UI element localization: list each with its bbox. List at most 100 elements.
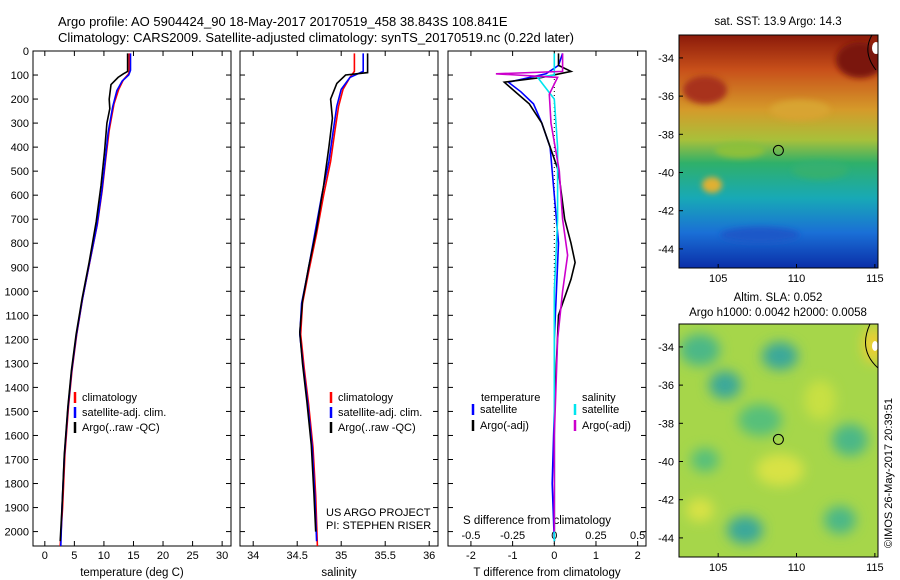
depth-tick-label: 400 <box>11 142 29 154</box>
map-x-tick-label: 115 <box>866 273 884 285</box>
x-tick-label: 25 <box>186 550 198 562</box>
x-tick-label: 35 <box>335 550 347 562</box>
map-y-tick-label: -40 <box>658 457 674 469</box>
legend-label: climatology <box>82 392 138 404</box>
depth-tick-label: 200 <box>11 94 29 106</box>
legend-title-salinity: salinity <box>582 392 616 404</box>
map-x-tick-label: 110 <box>788 562 806 574</box>
s-tick-label: -0.5 <box>461 530 480 542</box>
map-y-tick-label: -38 <box>658 418 674 430</box>
depth-tick-label: 1000 <box>5 286 29 298</box>
salinity-panel: 34 34.5 35 35.5 36 salinity climatology satelli… <box>239 50 439 579</box>
legend-title-temperature: temperature <box>481 392 540 404</box>
x-axis-label: T difference from climatology <box>473 567 620 579</box>
depth-tick-label: 600 <box>11 190 29 202</box>
depth-tick-label: 500 <box>11 166 29 178</box>
x-tick-label: 15 <box>127 550 139 562</box>
temperature-panel: 0100200300400500600700800900100011001200… <box>5 46 232 579</box>
depth-tick-label: 300 <box>11 118 29 130</box>
x-tick-label: 10 <box>98 550 110 562</box>
sla-map <box>678 323 879 558</box>
depth-tick-label: 1400 <box>5 382 29 394</box>
x-tick-label: 34 <box>247 550 259 562</box>
sla-argo-location-marker <box>772 433 784 445</box>
depth-tick-label: 1800 <box>5 479 29 491</box>
series-line <box>298 53 369 532</box>
pi-annotation: PI: STEPHEN RISER <box>326 520 431 532</box>
map-y-tick-label: -38 <box>658 129 674 141</box>
top-axis-label: S difference from climatology <box>463 515 611 527</box>
sla-map-title: Altim. SLA: 0.052 <box>734 292 823 304</box>
legend-label: satellite <box>480 404 517 416</box>
x-tick-label: 0 <box>42 550 48 562</box>
x-tick-label: 0 <box>551 550 557 562</box>
map-y-tick-label: -34 <box>658 53 674 65</box>
difference-panel: -2 -1 0 1 2 T difference from climatology S di… <box>447 50 647 579</box>
sla-map-subtitle: Argo h1000: 0.0042 h2000: 0.0058 <box>689 307 867 319</box>
map-y-tick-label: -40 <box>658 168 674 180</box>
map-x-tick-label: 110 <box>788 273 806 285</box>
map-x-tick-label: 105 <box>709 562 727 574</box>
map-x-tick-label: 115 <box>866 562 884 574</box>
x-tick-label: 30 <box>216 550 228 562</box>
s-tick-label: 0.5 <box>630 530 645 542</box>
plot-frame <box>239 50 439 547</box>
map-y-tick-label: -36 <box>658 380 674 392</box>
x-tick-label: 34.5 <box>286 550 307 562</box>
s-tick-label: 0.25 <box>585 530 606 542</box>
legend-label: satellite <box>582 404 619 416</box>
x-tick-label: 35.5 <box>374 550 395 562</box>
series-line <box>495 53 569 532</box>
legend-label: Argo(-adj) <box>582 420 631 432</box>
x-axis-label: salinity <box>321 567 356 579</box>
x-tick-label: 20 <box>157 550 169 562</box>
sst-map <box>678 34 879 269</box>
depth-tick-label: 1100 <box>5 310 29 322</box>
depth-tick-label: 1500 <box>5 406 29 418</box>
s-tick-label: -0.25 <box>500 530 525 542</box>
series-line <box>59 53 129 542</box>
depth-tick-label: 1700 <box>5 454 29 466</box>
x-tick-label: 2 <box>635 550 641 562</box>
depth-tick-label: 1900 <box>5 503 29 515</box>
x-tick-label: -2 <box>466 550 476 562</box>
depth-tick-label: 900 <box>11 262 29 274</box>
x-tick-label: 36 <box>423 550 435 562</box>
depth-tick-label: 700 <box>11 214 29 226</box>
legend-label: climatology <box>338 392 394 404</box>
imos-credit: ©IMOS 26-May-2017 20:39:51 <box>883 398 895 548</box>
x-tick-label: 1 <box>593 550 599 562</box>
map-y-tick-label: -36 <box>658 91 674 103</box>
x-axis-label: temperature (deg C) <box>80 567 184 579</box>
map-y-tick-label: -42 <box>658 495 674 507</box>
depth-tick-label: 0 <box>23 46 29 58</box>
map-y-tick-label: -34 <box>658 342 674 354</box>
map-y-tick-label: -42 <box>658 206 674 218</box>
figure-title-line-2: Climatology: CARS2009. Satellite-adjuste… <box>58 30 574 45</box>
legend-label: Argo(..raw -QC) <box>82 422 160 434</box>
legend-label: Argo(-adj) <box>480 420 529 432</box>
project-annotation: US ARGO PROJECT <box>326 507 431 519</box>
series-line <box>536 53 559 542</box>
map-y-tick-label: -44 <box>658 244 674 256</box>
map-x-tick-label: 105 <box>709 273 727 285</box>
depth-tick-label: 2000 <box>5 527 29 539</box>
legend-label: Argo(..raw -QC) <box>338 422 416 434</box>
depth-tick-label: 1600 <box>5 430 29 442</box>
map-y-tick-label: -44 <box>658 533 674 545</box>
legend-label: satellite-adj. clim. <box>82 407 166 419</box>
sst-map-title: sat. SST: 13.9 Argo: 14.3 <box>714 16 841 28</box>
depth-tick-label: 800 <box>11 238 29 250</box>
figure-title-line-1: Argo profile: AO 5904424_90 18-May-2017 … <box>58 14 508 29</box>
sst-argo-location-marker <box>772 144 784 156</box>
legend-label: satellite-adj. clim. <box>338 407 422 419</box>
plot-frame <box>447 50 647 547</box>
plot-frame <box>32 50 232 547</box>
map-axes: 105 110 115 -34 -36 -38 -40 -42 -44 105 110 115 -34 -… <box>658 53 884 574</box>
x-tick-label: -1 <box>508 550 518 562</box>
x-tick-label: 5 <box>71 550 77 562</box>
depth-tick-label: 1200 <box>5 334 29 346</box>
depth-tick-label: 100 <box>11 70 29 82</box>
depth-tick-label: 1300 <box>5 358 29 370</box>
